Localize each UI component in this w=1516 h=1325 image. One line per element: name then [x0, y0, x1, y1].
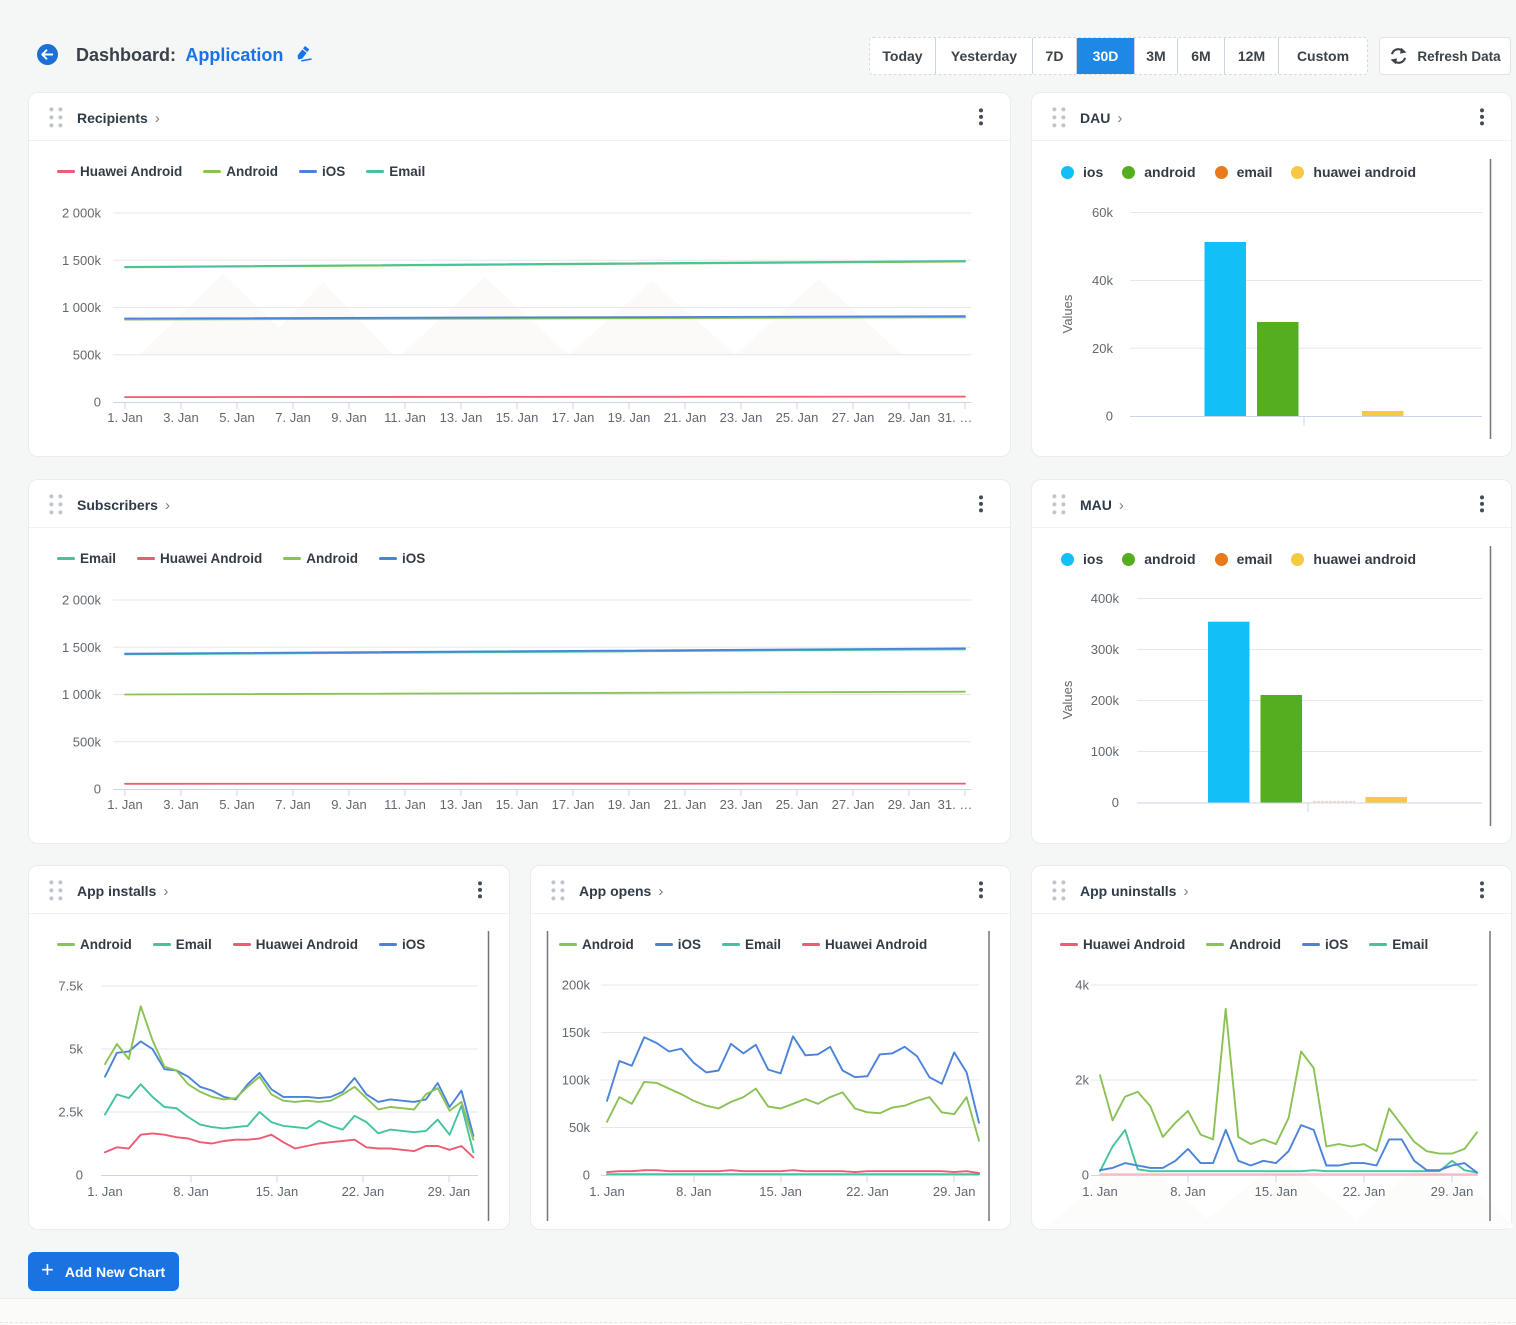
- svg-text:15. Jan: 15. Jan: [496, 410, 539, 425]
- svg-text:4k: 4k: [1075, 978, 1089, 993]
- svg-text:23. Jan: 23. Jan: [720, 797, 763, 812]
- svg-text:31. …: 31. …: [938, 410, 973, 425]
- svg-text:31. …: 31. …: [938, 797, 973, 812]
- svg-text:5. Jan: 5. Jan: [219, 410, 254, 425]
- svg-text:0: 0: [1106, 409, 1113, 424]
- svg-text:100k: 100k: [1091, 744, 1120, 759]
- svg-text:1. Jan: 1. Jan: [1082, 1184, 1117, 1199]
- svg-text:200k: 200k: [1091, 693, 1120, 708]
- svg-text:0: 0: [1082, 1168, 1089, 1183]
- svg-text:29. Jan: 29. Jan: [888, 797, 931, 812]
- svg-text:20k: 20k: [1092, 341, 1113, 356]
- svg-text:13. Jan: 13. Jan: [440, 410, 483, 425]
- svg-text:1 000k: 1 000k: [62, 300, 102, 315]
- svg-text:25. Jan: 25. Jan: [776, 410, 819, 425]
- svg-text:2 000k: 2 000k: [62, 593, 102, 608]
- svg-text:15. Jan: 15. Jan: [759, 1184, 802, 1199]
- svg-text:9. Jan: 9. Jan: [331, 797, 366, 812]
- svg-text:1 500k: 1 500k: [62, 253, 102, 268]
- svg-text:19. Jan: 19. Jan: [608, 797, 651, 812]
- svg-text:0: 0: [76, 1168, 83, 1183]
- svg-text:0: 0: [94, 395, 101, 410]
- svg-text:17. Jan: 17. Jan: [552, 797, 595, 812]
- svg-text:19. Jan: 19. Jan: [608, 410, 651, 425]
- svg-text:5. Jan: 5. Jan: [219, 797, 254, 812]
- svg-text:7. Jan: 7. Jan: [275, 797, 310, 812]
- svg-text:29. Jan: 29. Jan: [427, 1184, 470, 1199]
- svg-text:29. Jan: 29. Jan: [888, 410, 931, 425]
- svg-text:15. Jan: 15. Jan: [1255, 1184, 1298, 1199]
- svg-text:13. Jan: 13. Jan: [440, 797, 483, 812]
- svg-text:17. Jan: 17. Jan: [552, 410, 595, 425]
- svg-text:29. Jan: 29. Jan: [933, 1184, 976, 1199]
- svg-text:3. Jan: 3. Jan: [163, 797, 198, 812]
- svg-text:8. Jan: 8. Jan: [1170, 1184, 1205, 1199]
- svg-text:150k: 150k: [562, 1025, 591, 1040]
- svg-text:60k: 60k: [1092, 205, 1113, 220]
- svg-text:50k: 50k: [569, 1120, 590, 1135]
- svg-text:1 000k: 1 000k: [62, 687, 102, 702]
- svg-text:27. Jan: 27. Jan: [832, 410, 875, 425]
- svg-text:22. Jan: 22. Jan: [846, 1184, 889, 1199]
- svg-text:22. Jan: 22. Jan: [342, 1184, 385, 1199]
- svg-text:0: 0: [1112, 795, 1119, 810]
- svg-text:1 500k: 1 500k: [62, 640, 102, 655]
- svg-text:8. Jan: 8. Jan: [676, 1184, 711, 1199]
- svg-text:1. Jan: 1. Jan: [107, 410, 142, 425]
- svg-text:7. Jan: 7. Jan: [275, 410, 310, 425]
- svg-text:21. Jan: 21. Jan: [664, 797, 707, 812]
- svg-text:5k: 5k: [69, 1042, 83, 1057]
- svg-text:300k: 300k: [1091, 642, 1120, 657]
- svg-text:29. Jan: 29. Jan: [1431, 1184, 1474, 1199]
- svg-text:Values: Values: [1060, 680, 1075, 719]
- svg-text:21. Jan: 21. Jan: [664, 410, 707, 425]
- svg-text:8. Jan: 8. Jan: [173, 1184, 208, 1199]
- svg-text:27. Jan: 27. Jan: [832, 797, 875, 812]
- svg-text:400k: 400k: [1091, 591, 1120, 606]
- svg-text:11. Jan: 11. Jan: [384, 410, 426, 425]
- svg-text:3. Jan: 3. Jan: [163, 410, 198, 425]
- svg-text:25. Jan: 25. Jan: [776, 797, 819, 812]
- svg-text:500k: 500k: [73, 734, 102, 749]
- svg-text:9. Jan: 9. Jan: [331, 410, 366, 425]
- svg-text:40k: 40k: [1092, 273, 1113, 288]
- svg-text:2.5k: 2.5k: [58, 1105, 83, 1120]
- svg-text:500k: 500k: [73, 347, 102, 362]
- svg-text:15. Jan: 15. Jan: [496, 797, 539, 812]
- svg-text:7.5k: 7.5k: [58, 979, 83, 994]
- svg-text:0: 0: [94, 782, 101, 797]
- svg-text:200k: 200k: [562, 978, 591, 993]
- svg-text:2 000k: 2 000k: [62, 206, 102, 221]
- svg-text:2k: 2k: [1075, 1073, 1089, 1088]
- svg-text:1. Jan: 1. Jan: [589, 1184, 624, 1199]
- svg-text:Values: Values: [1060, 294, 1075, 333]
- svg-text:1. Jan: 1. Jan: [87, 1184, 122, 1199]
- svg-text:1. Jan: 1. Jan: [107, 797, 142, 812]
- svg-text:11. Jan: 11. Jan: [384, 797, 426, 812]
- svg-text:15. Jan: 15. Jan: [256, 1184, 299, 1199]
- svg-text:23. Jan: 23. Jan: [720, 410, 763, 425]
- svg-text:0: 0: [583, 1168, 590, 1183]
- svg-text:100k: 100k: [562, 1073, 591, 1088]
- svg-text:22. Jan: 22. Jan: [1343, 1184, 1386, 1199]
